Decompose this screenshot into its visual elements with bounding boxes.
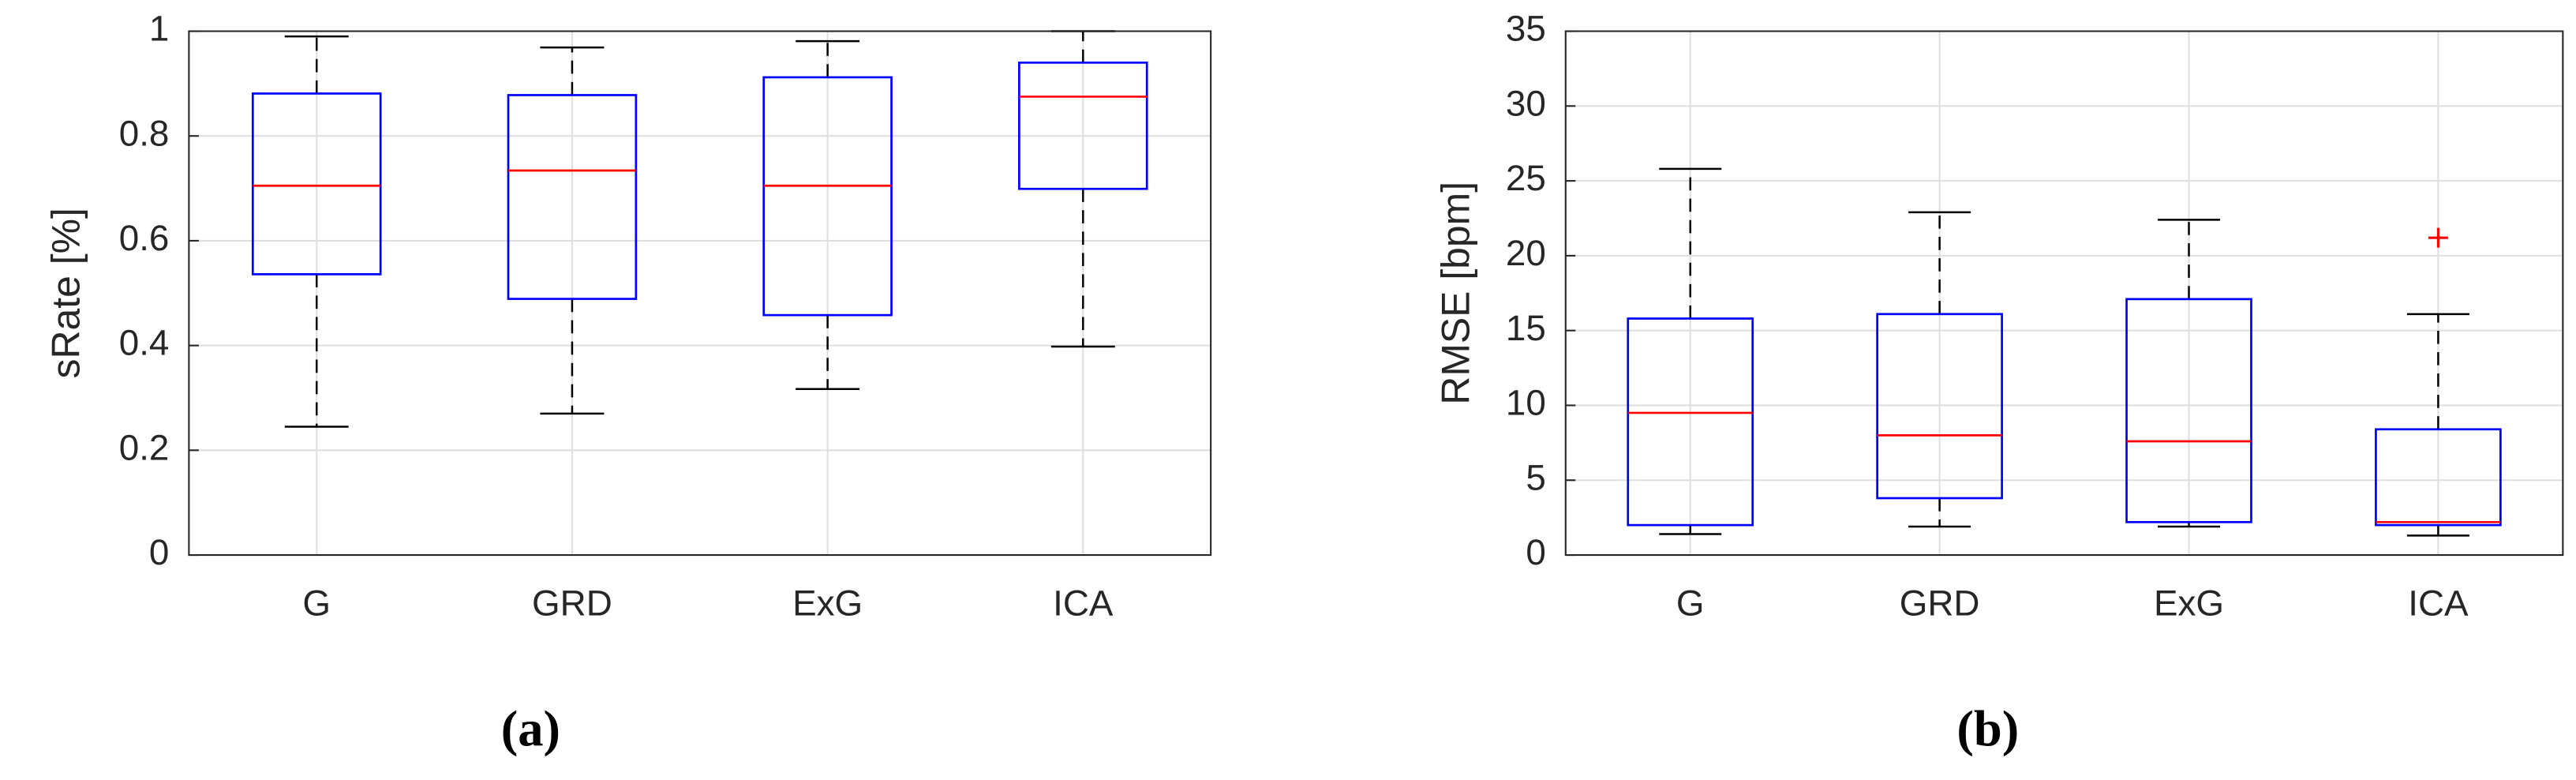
x-tick-label: ExG	[792, 583, 863, 624]
y-tick-label: 5	[1526, 457, 1545, 497]
y-tick-label: 10	[1506, 383, 1546, 423]
x-tick-label: GRD	[1900, 583, 1980, 624]
y-tick-label: 0.2	[119, 427, 170, 467]
plot-frame	[1564, 30, 2564, 557]
box	[251, 92, 382, 276]
x-tick-label: GRD	[532, 583, 612, 624]
box	[2375, 428, 2502, 527]
y-tick-label: 0.4	[119, 323, 170, 363]
y-tick-label: 30	[1506, 83, 1546, 123]
x-tick-label: ExG	[2154, 583, 2224, 624]
y-tick-label: 0.6	[119, 218, 170, 258]
y-tick-label: 15	[1506, 308, 1546, 348]
box	[1627, 317, 1754, 527]
x-tick-label: G	[1676, 583, 1705, 624]
box	[762, 76, 893, 317]
box	[1018, 61, 1148, 190]
plot-frame	[188, 30, 1212, 557]
box	[507, 94, 638, 300]
y-tick-label: 0	[149, 532, 169, 572]
caption: (b)	[1956, 701, 2019, 757]
box	[1876, 313, 2003, 500]
caption: (a)	[501, 701, 560, 757]
y-tick-label: 25	[1506, 158, 1546, 198]
y-tick-label: 0.8	[119, 113, 170, 153]
box	[2125, 298, 2252, 523]
outlier	[2428, 227, 2448, 248]
y-tick-label: 35	[1506, 9, 1546, 49]
y-axis-label: sRate [%]	[44, 208, 88, 378]
y-tick-label: 1	[149, 9, 169, 49]
y-tick-label: 20	[1506, 233, 1546, 273]
x-tick-label: G	[302, 583, 331, 624]
x-tick-label: ICA	[1053, 583, 1114, 624]
y-tick-label: 0	[1526, 532, 1545, 572]
y-axis-label: RMSE [bpm]	[1434, 182, 1478, 405]
x-tick-label: ICA	[2408, 583, 2469, 624]
